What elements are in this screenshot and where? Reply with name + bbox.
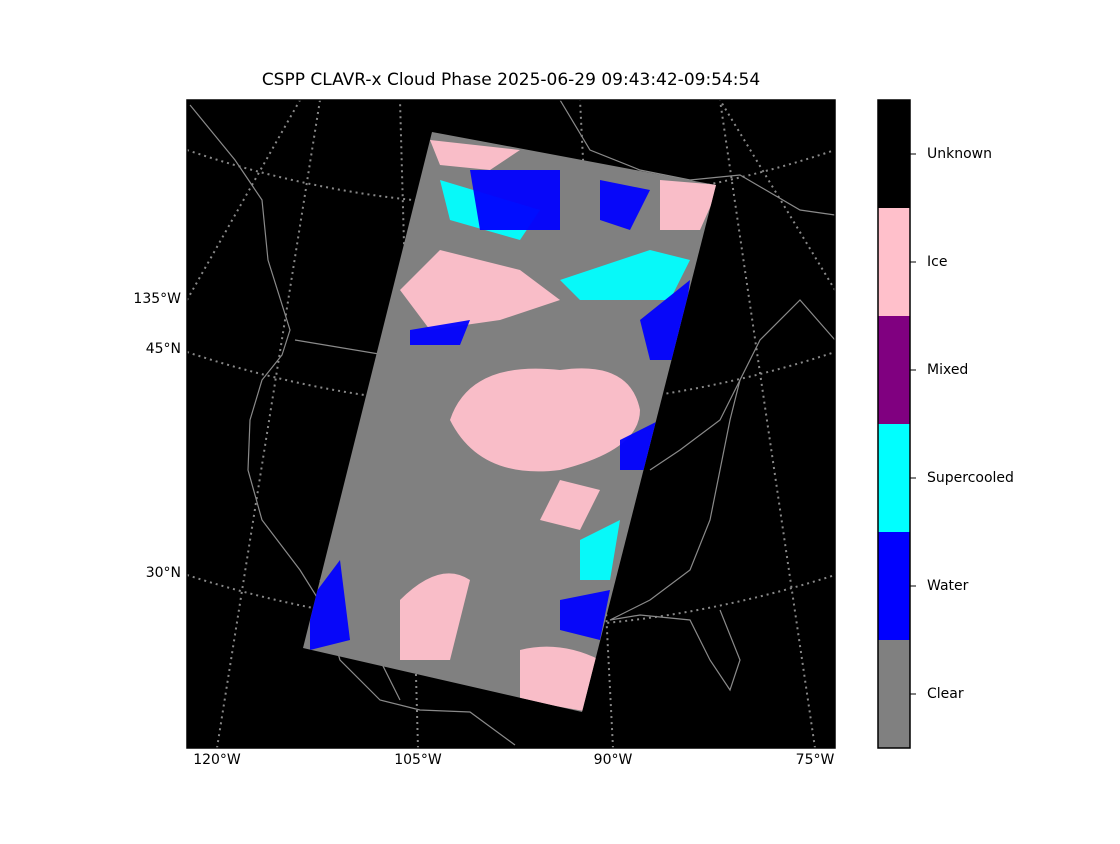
cloud-region	[430, 140, 520, 170]
colorbar-label: Unknown	[927, 146, 992, 162]
colorbar-label: Supercooled	[927, 470, 1014, 486]
lat-label: 30°N	[146, 565, 181, 581]
cloud-region	[400, 250, 560, 330]
colorbar: Clear Water Supercooled Mixed Ice Unknown	[877, 99, 1014, 749]
colorbar-segment	[878, 532, 910, 640]
lon-label: 120°W	[193, 752, 241, 768]
cloud-region	[600, 180, 650, 230]
colorbar-label: Ice	[927, 254, 947, 270]
lon-label: 90°W	[594, 752, 633, 768]
colorbar-label: Mixed	[927, 362, 968, 378]
map-title: CSPP CLAVR-x Cloud Phase 2025-06-29 09:4…	[262, 70, 760, 90]
cloud-region	[310, 560, 350, 650]
lon-label: 105°W	[394, 752, 442, 768]
lon-label: 75°W	[796, 752, 835, 768]
cloud-region	[660, 180, 716, 230]
cloud-region	[580, 520, 620, 580]
colorbar-segment	[878, 316, 910, 424]
cloud-region	[470, 170, 560, 230]
lat-label: 135°W	[133, 291, 181, 307]
colorbar-segment	[878, 208, 910, 316]
cloud-region	[400, 573, 470, 660]
lat-label: 45°N	[146, 341, 181, 357]
map-frame	[186, 99, 836, 749]
colorbar-segment	[878, 100, 910, 208]
cloud-region	[450, 368, 640, 472]
cloud-region	[520, 646, 600, 712]
cloud-region	[560, 590, 610, 640]
cloud-region	[540, 480, 600, 530]
cloud-region	[560, 250, 690, 300]
cloud-region	[410, 320, 470, 345]
colorbar-segment	[878, 640, 910, 748]
colorbar-segment	[878, 424, 910, 532]
colorbar-label: Water	[927, 578, 969, 594]
colorbar-frame	[877, 99, 911, 749]
colorbar-label: Clear	[927, 686, 964, 702]
